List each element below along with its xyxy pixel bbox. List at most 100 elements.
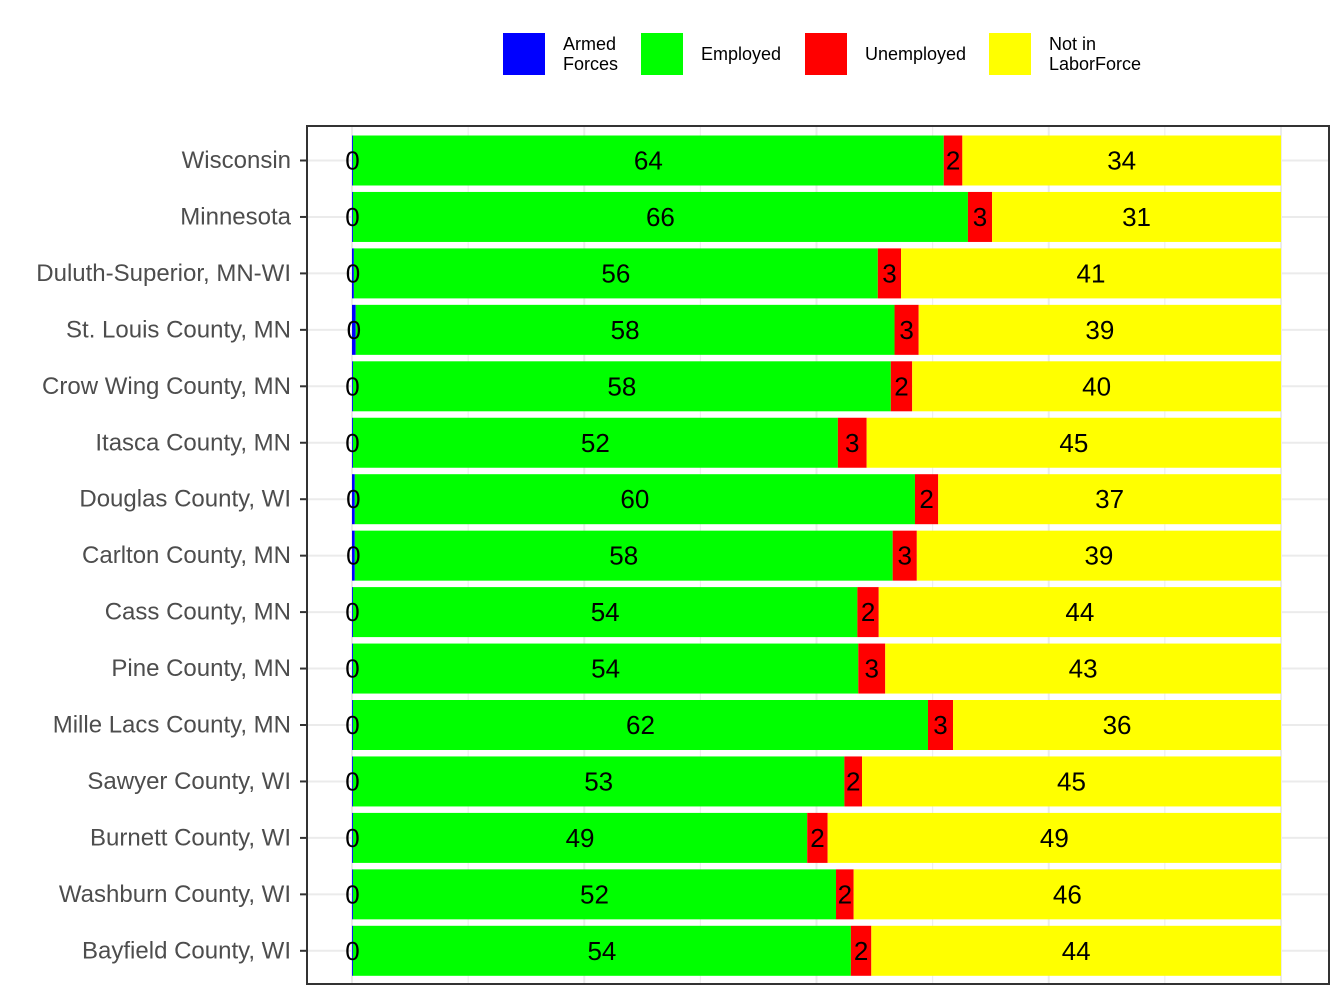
legend-key [641,33,683,75]
bar-data-label: 54 [591,597,620,627]
bar-data-label: 2 [846,766,860,796]
bar-segment [352,191,353,242]
bar-segment [943,135,963,186]
bar-data-label: 2 [861,597,875,627]
bar-segment [992,191,1281,242]
bar-data-label: 49 [566,823,595,853]
bar-data-label: 0 [345,597,359,627]
bar-data-label: 45 [1059,428,1088,458]
bar-data-label: 0 [345,146,359,176]
y-axis-tick-label: Douglas County, WI [79,486,291,513]
bar-data-label: 2 [919,484,933,514]
bar-data-label: 2 [946,146,960,176]
bar-segment [938,474,1281,525]
bar-segment [352,587,353,638]
y-axis-tick-label: Cass County, MN [105,599,291,626]
bar-segment [354,474,915,525]
bar-data-label: 0 [345,371,359,401]
bar-data-label: 52 [581,428,610,458]
bar-data-label: 52 [580,879,609,909]
bar-data-label: 58 [609,541,638,571]
bar-segment [953,700,1281,750]
bar-data-label: 2 [854,936,868,966]
bar-data-label: 46 [1053,879,1082,909]
bar-data-label: 41 [1077,258,1106,288]
bar-segment [352,812,353,863]
legend-item: Not in LaborForce [989,33,1141,75]
bar-data-label: 0 [345,936,359,966]
bar-data-label: 0 [345,823,359,853]
bar-data-label: 0 [345,428,359,458]
bar-segment [352,700,353,750]
bar-segment [352,643,859,694]
bar-data-label: 0 [345,710,359,740]
bar-segment [352,756,353,807]
y-axis-tick-label: Crow Wing County, MN [42,373,291,400]
bar-data-label: 3 [933,710,947,740]
bar-data-label: 44 [1062,936,1091,966]
bar-data-label: 3 [845,428,859,458]
bar-data-label: 36 [1103,710,1132,740]
bar-segment [352,135,944,186]
bar-segment [862,756,1281,807]
bar-segment [352,474,355,525]
bar-data-label: 60 [620,484,649,514]
y-axis-tick-label: Minnesota [180,203,291,230]
bar-data-label: 45 [1057,766,1086,796]
y-axis-tick-label: Washburn County, WI [59,881,291,908]
bar-data-label: 3 [865,654,879,684]
bar-segment [914,474,939,525]
y-axis-tick-label: Burnett County, WI [90,824,291,851]
bar-segment [912,361,1281,412]
chart-legend: Armed Forces Employed Unemployed Not in Lab… [0,0,1344,90]
bar-segment [352,587,858,638]
bar-segment [885,643,1281,694]
bar-data-label: 34 [1107,146,1136,176]
bar-data-label: 31 [1122,202,1151,232]
bar-segment [866,417,1281,468]
bar-data-label: 39 [1084,541,1113,571]
bar-data-label: 54 [591,654,620,684]
y-axis-tick-label: Duluth-Superior, MN-WI [36,260,291,287]
bar-segment [850,925,872,976]
bar-data-label: 0 [346,484,360,514]
bar-data-label: 0 [346,258,360,288]
bar-segment [890,361,913,412]
bar-segment [352,530,355,581]
bar-data-label: 0 [346,541,360,571]
bar-data-label: 3 [882,258,896,288]
bar-data-label: 2 [838,879,852,909]
bar-segment [807,812,828,863]
bar-data-label: 54 [587,936,616,966]
bar-segment [353,248,878,299]
bar-segment [918,304,1281,355]
bar-segment [352,812,808,863]
y-axis-tick-label: Pine County, MN [111,655,291,682]
bar-data-label: 3 [898,541,912,571]
bar-segment [853,869,1281,920]
bar-data-label: 43 [1069,654,1098,684]
bar-data-label: 3 [973,202,987,232]
bar-data-label: 0 [345,879,359,909]
bar-data-label: 0 [347,315,361,345]
bar-data-label: 53 [584,766,613,796]
bar-segment [352,417,353,468]
y-axis-tick-label: St. Louis County, MN [66,316,291,343]
bar-segment [837,417,867,468]
bar-segment [352,135,353,186]
legend-label: Employed [701,44,782,64]
bar-segment [352,869,837,920]
bar-segment [352,869,353,920]
bar-segment [352,925,851,976]
y-axis-tick-label: Mille Lacs County, MN [53,712,291,739]
bar-data-label: 39 [1085,315,1114,345]
bar-segment [354,530,893,581]
bar-segment [967,191,993,242]
bar-segment [892,530,917,581]
y-axis-tick-label: Carlton County, MN [82,542,291,569]
bar-data-label: 62 [626,710,655,740]
bar-segment [352,700,928,750]
bar-segment [836,869,854,920]
legend-item: Employed [641,33,781,75]
